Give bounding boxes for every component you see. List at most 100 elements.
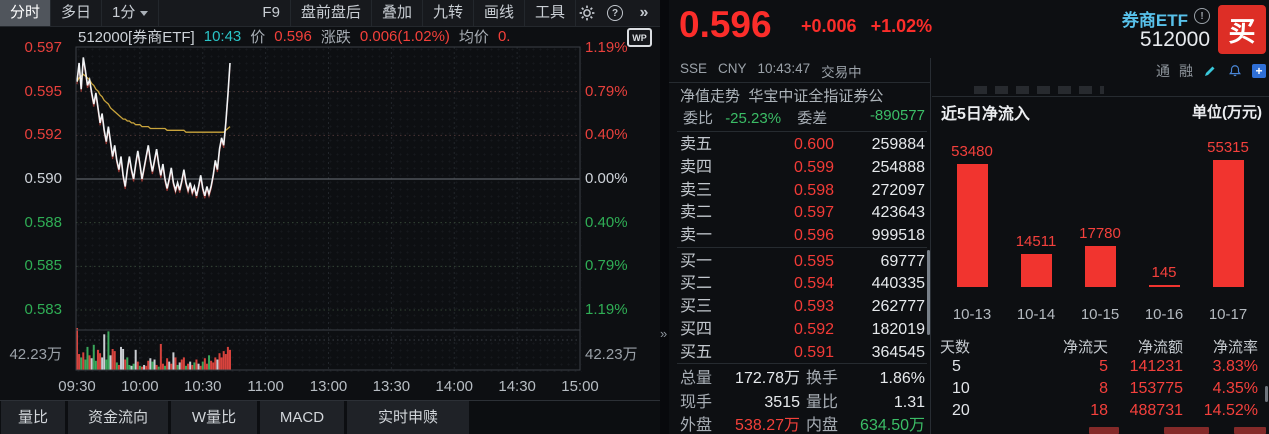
bid-row[interactable]: 买四 0.592 182019 <box>680 318 925 341</box>
bid-row[interactable]: 买五 0.591 364545 <box>680 341 925 364</box>
fundflow-bar-value: 145 <box>1151 264 1177 281</box>
edit-pencil-icon[interactable] <box>1202 63 1218 79</box>
ask-row-price: 0.599 <box>793 158 834 176</box>
menu-draw-line[interactable]: 画线 <box>474 0 525 26</box>
chevron-down-icon <box>140 10 149 16</box>
change-pct: +1.02% <box>870 16 933 36</box>
security-code: 512000 <box>1139 28 1210 51</box>
fundflow-unit: 单位(万元) <box>1192 104 1262 121</box>
price-level-label: 0.588 <box>24 213 62 231</box>
scrollbar-thumb[interactable] <box>927 250 930 335</box>
ask-row[interactable]: 卖一 0.596 999518 <box>680 224 925 247</box>
info-icon[interactable]: ! <box>1194 8 1210 24</box>
more-tools-icon[interactable]: » <box>639 4 649 21</box>
tab-volume-ratio[interactable]: 量比 <box>1 401 65 434</box>
bid-row-label: 买一 <box>680 252 713 270</box>
tab-realtime-subscription[interactable]: 实时申赎 <box>347 401 469 434</box>
bid-row[interactable]: 买三 0.593 262777 <box>680 295 925 318</box>
ask-row[interactable]: 卖四 0.599 254888 <box>680 156 925 179</box>
quote-time: 10:43:47 <box>757 61 811 76</box>
divider <box>930 58 931 434</box>
fundflow-table-cell: 488731 <box>1129 402 1183 419</box>
bid-row-volume: 69777 <box>880 252 926 270</box>
market-tags: 通 融 + <box>1156 61 1266 81</box>
menu-tools[interactable]: 工具 <box>525 0 576 26</box>
change-value: 0.006(1.02%) <box>359 27 450 45</box>
chart-toolbar: 分时 多日 1分 F9 盘前盘后 叠加 九转 画线 工具? » <box>0 0 660 27</box>
weibi-row: 委比 -25.23% 委差 -890577 <box>683 107 925 128</box>
tab-1min[interactable]: 1分 <box>102 0 160 26</box>
tab-w-volume-ratio[interactable]: W量比 <box>171 401 257 434</box>
menu-nine-turn[interactable]: 九转 <box>423 0 474 26</box>
help-icon[interactable]: ? <box>604 2 626 24</box>
tab-multi-day[interactable]: 多日 <box>51 0 103 26</box>
fundflow-table-header: 净流额 <box>1137 339 1183 356</box>
wp-widget-icon[interactable]: WP <box>627 28 652 47</box>
fundflow-table-header: 天数 <box>940 339 971 356</box>
tab-macd[interactable]: MACD <box>260 401 344 434</box>
alert-bell-icon[interactable] <box>1227 63 1243 79</box>
fundflow-bar <box>957 164 988 287</box>
divider <box>669 82 930 83</box>
divider <box>932 96 1269 97</box>
scrollbar-fragment[interactable] <box>1265 386 1268 402</box>
minute-chart-plot[interactable] <box>75 46 582 372</box>
chart-time: 10:43 <box>203 27 242 45</box>
change-abs: +0.006 <box>801 16 857 36</box>
avg-value: 0. <box>497 27 511 45</box>
tab-fund-flow[interactable]: 资金流向 <box>68 401 168 434</box>
expand-right-icon[interactable]: » <box>660 326 668 341</box>
percent-level-label: 0.79% <box>585 257 628 275</box>
price-level-label: 0.595 <box>24 82 62 100</box>
price-change: +0.006 +1.02% <box>801 16 932 37</box>
percent-level-label: 0.00% <box>585 170 628 187</box>
buy-button[interactable]: 买 <box>1218 5 1266 54</box>
weicha-label: 委差 <box>797 110 828 127</box>
bid-row-volume: 364545 <box>871 343 925 361</box>
clipped-table-row <box>1164 427 1209 434</box>
fundflow-table-cell: 20 <box>952 402 970 419</box>
time-tick-label: 14:00 <box>435 378 474 395</box>
bid-row-price: 0.595 <box>793 252 834 270</box>
fundflow-table-cell: 8 <box>1099 380 1108 397</box>
bid-row[interactable]: 买二 0.594 440335 <box>680 272 925 295</box>
price-level-label: 0.592 <box>24 126 62 144</box>
ask-row[interactable]: 卖二 0.597 423643 <box>680 201 925 224</box>
divider <box>677 247 927 248</box>
menu-pre-post-market[interactable]: 盘前盘后 <box>291 0 372 26</box>
fundflow-table-cell: 5 <box>952 358 961 375</box>
fundflow-date-label: 10-14 <box>1016 306 1056 323</box>
security-name: 券商ETF <box>1121 11 1188 30</box>
last-price: 0.596 <box>679 4 772 45</box>
gear-icon[interactable] <box>576 2 598 24</box>
percent-level-label: 0.40% <box>585 213 628 231</box>
ask-row[interactable]: 卖五 0.600 259884 <box>680 133 925 156</box>
bid-row-price: 0.592 <box>793 320 834 338</box>
fundflow-bar-value: 14511 <box>1015 233 1057 250</box>
menu-f9[interactable]: F9 <box>252 0 291 26</box>
ask-row-label: 卖一 <box>680 227 713 245</box>
weicha-value: -890577 <box>869 107 925 124</box>
menu-overlay[interactable]: 叠加 <box>372 0 423 26</box>
panel-splitter[interactable]: » <box>660 0 669 434</box>
price-value: 0.596 <box>274 27 312 45</box>
bid-row-label: 买五 <box>680 343 713 361</box>
fundflow-bar-value: 55315 <box>1207 139 1249 156</box>
weibi-value: -25.23% <box>725 110 782 127</box>
time-tick-label: 13:00 <box>309 378 348 395</box>
percent-level-label: 1.19% <box>585 301 628 318</box>
fundflow-bar <box>1085 246 1116 287</box>
time-tick-label: 14:30 <box>498 378 536 395</box>
bid-row[interactable]: 买一 0.595 69777 <box>680 250 925 273</box>
ask-row[interactable]: 卖三 0.598 272097 <box>680 179 925 202</box>
bid-row-label: 买四 <box>680 320 713 338</box>
fundflow-date-label: 10-16 <box>1144 306 1184 323</box>
tab-multi-day-label: 多日 <box>61 4 92 21</box>
price-level-label: 0.590 <box>24 170 62 187</box>
tab-minute-chart[interactable]: 分时 <box>0 0 52 26</box>
fundflow-table-header: 净流天 <box>1062 339 1108 356</box>
add-icon[interactable]: + <box>1252 64 1266 78</box>
ask-row-label: 卖四 <box>680 158 713 176</box>
ask-row-price: 0.596 <box>793 227 834 245</box>
fundflow-bar-value: 53480 <box>951 143 993 160</box>
